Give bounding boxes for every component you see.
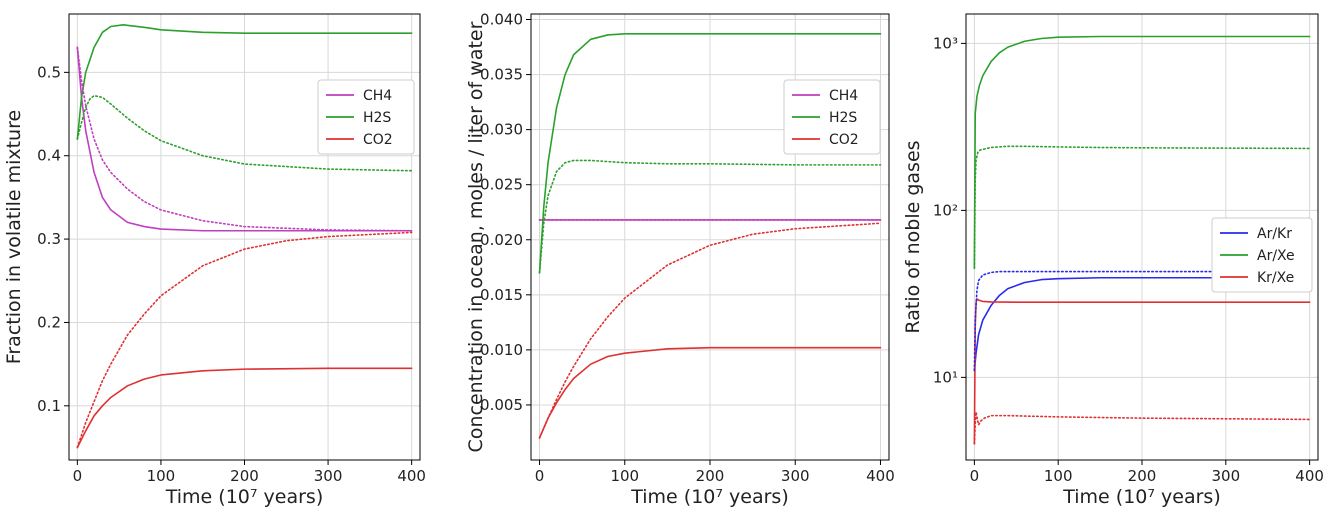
y-tick-label: 10² (933, 201, 958, 219)
panel-fraction-volatile: 0 100 200 300 400 0.1 0.2 0.3 0.4 0.5 Time (10⁷ ye… (3, 13, 426, 508)
series-line-solid (76, 24, 413, 140)
legend-label: Ar/Kr (1257, 226, 1292, 242)
legend: CH4 H2S CO2 (317, 79, 415, 155)
series-line-dotted (973, 270, 1311, 372)
series-line-solid (538, 33, 882, 274)
y-tick-label: 0.040 (480, 11, 523, 29)
x-axis-label: Time (10⁷ years) (165, 486, 323, 508)
x-tick-label: 200 (1128, 467, 1157, 485)
legend-label: CO2 (363, 132, 393, 148)
x-tick-label: 0 (73, 467, 83, 485)
series-line-solid (76, 46, 413, 232)
legend-label: H2S (363, 110, 391, 126)
y-axis-label: Ratio of noble gases (902, 140, 924, 333)
x-tick-label: 200 (230, 467, 259, 485)
legend-label: CH4 (363, 88, 392, 104)
series-line-solid (76, 367, 413, 449)
y-tick-label: 0.035 (480, 66, 523, 84)
legend-label: Kr/Xe (1257, 270, 1294, 286)
series-line-dotted (973, 411, 1311, 445)
x-axis-label: Time (10⁷ years) (630, 486, 788, 508)
y-tick-label: 0.4 (37, 147, 61, 165)
y-tick-label: 0.030 (480, 121, 523, 139)
legend-label: CH4 (829, 88, 858, 104)
x-tick-label: 400 (1295, 467, 1324, 485)
y-axis-label: Concentration in ocean, moles / liter of… (465, 21, 487, 452)
y-tick-label: 0.010 (480, 341, 523, 359)
legend-box (317, 79, 415, 155)
y-tick-label: 0.005 (480, 396, 523, 414)
legend-box (1211, 217, 1313, 293)
x-tick-label: 300 (781, 467, 810, 485)
x-tick-label: 400 (397, 467, 426, 485)
series-line-solid (538, 346, 882, 439)
series-line-dotted (76, 94, 413, 172)
series-line-dotted (973, 145, 1311, 270)
x-tick-label: 300 (314, 467, 343, 485)
y-tick-label: 0.015 (480, 286, 523, 304)
x-tick-label: 0 (535, 467, 545, 485)
x-tick-label: 100 (610, 467, 639, 485)
legend-label: H2S (829, 110, 857, 126)
panel-noble-gas-ratio: 0 100 200 300 400 10¹ 10² 10³ Time (10⁷ years) Ra… (902, 13, 1324, 508)
y-axis-label: Fraction in volatile mixture (3, 110, 25, 364)
legend: CH4 H2S CO2 (783, 79, 881, 155)
panel-concentration-ocean: 0 100 200 300 400 0.005 0.010 0.015 0.020 0.025 0.… (465, 11, 895, 508)
legend-label: CO2 (829, 132, 859, 148)
legend-label: Ar/Xe (1257, 248, 1295, 264)
y-tick-label: 10³ (933, 34, 958, 52)
legend: Ar/Kr Ar/Xe Kr/Xe (1211, 217, 1313, 293)
x-tick-label: 200 (696, 467, 725, 485)
y-tick-label: 0.5 (37, 63, 61, 81)
x-tick-label: 0 (970, 467, 980, 485)
x-tick-label: 400 (866, 467, 895, 485)
series-line-solid (973, 35, 1311, 270)
x-tick-label: 300 (1211, 467, 1240, 485)
y-tick-label: 0.025 (480, 176, 523, 194)
y-tick-label: 0.1 (37, 397, 61, 415)
series-line-solid (973, 276, 1311, 372)
y-tick-label: 10¹ (933, 368, 958, 386)
series-line-dotted (538, 159, 882, 274)
y-tick-label: 0.020 (480, 231, 523, 249)
x-tick-label: 100 (1044, 467, 1073, 485)
x-tick-label: 100 (147, 467, 176, 485)
y-tick-label: 0.3 (37, 230, 61, 248)
legend-box (783, 79, 881, 155)
series-line-dotted (76, 231, 413, 449)
y-tick-label: 0.2 (37, 313, 61, 331)
x-axis-label: Time (10⁷ years) (1062, 486, 1220, 508)
series-line-dotted (538, 222, 882, 439)
